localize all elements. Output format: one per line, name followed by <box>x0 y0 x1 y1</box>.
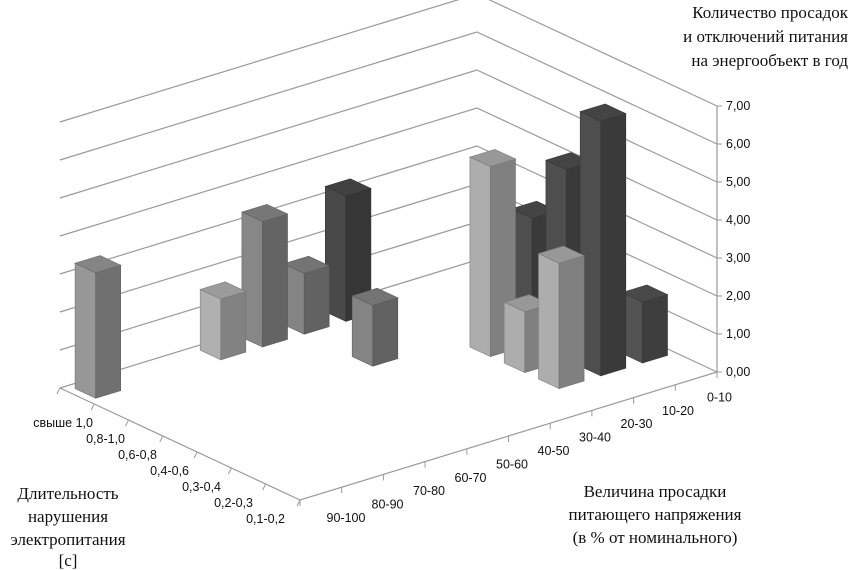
z-axis-title-line-1: Количество просадок <box>692 3 848 22</box>
gridline <box>59 31 718 161</box>
y-tick-label: свыше 1,0 <box>33 416 93 430</box>
bar-right-face <box>600 113 627 377</box>
y-tick-label: 0,4-0,6 <box>150 464 189 478</box>
bar-top-face <box>351 287 399 306</box>
bar <box>469 149 517 358</box>
bar-top-face <box>74 255 122 274</box>
bar <box>621 284 669 364</box>
y-axis-tick <box>193 451 198 459</box>
x-tick-label: 60-70 <box>455 471 487 485</box>
bar <box>199 281 247 361</box>
bar-top-face <box>621 284 669 303</box>
z-tick-label: 3,00 <box>726 251 750 265</box>
bar-right-face <box>642 294 668 364</box>
z-tick-label: 6,00 <box>726 137 750 151</box>
bar-top-face <box>241 204 289 222</box>
bar <box>537 245 585 390</box>
z-tick-label: 0,00 <box>726 365 750 379</box>
tick-labels: 0,00 1,00 2,00 3,00 4,00 5,00 6,00 7,00 0,1-0,2 0… <box>33 99 750 526</box>
y-axis-tick <box>227 467 232 475</box>
gridline <box>59 107 718 237</box>
z-tick-label: 2,00 <box>726 289 750 303</box>
x-axis-title-line-1: Величина просадки <box>584 482 727 501</box>
bar-top-face <box>324 178 372 197</box>
z-tick-label: 1,00 <box>726 327 750 341</box>
x-tick-label: 90-100 <box>327 511 366 525</box>
y-axis-tick <box>159 435 164 443</box>
bar <box>324 178 372 322</box>
x-tick-label: 0-10 <box>707 390 732 404</box>
bar-top-face <box>282 255 331 274</box>
axes <box>56 105 722 507</box>
bar-left-face <box>74 262 96 399</box>
y-axis-tick <box>90 403 95 411</box>
x-tick-label: 30-40 <box>579 431 611 445</box>
z-axis-title-line-3: на энергообъект в год <box>691 51 848 70</box>
y-tick-label: 0,8-1,0 <box>86 432 125 446</box>
z-tick-label: 7,00 <box>726 99 750 113</box>
gridline <box>59 69 718 199</box>
y-axis-title-line-2: нарушения <box>28 507 108 526</box>
bar-left-face <box>351 295 374 367</box>
bar <box>282 255 331 335</box>
bar-right-face <box>220 290 247 361</box>
bar-left-face <box>469 156 491 358</box>
y-axis-title-line-4: [c] <box>59 551 78 570</box>
bar <box>579 103 627 377</box>
y-axis-title-line-3: электропитания <box>10 530 125 549</box>
bar <box>74 255 122 399</box>
y-axis-tick <box>56 387 61 395</box>
gridline <box>59 145 718 275</box>
x-axis-title-line-2: питающего напряжения <box>569 505 742 524</box>
gridline <box>59 0 718 123</box>
y-axis-title-line-1: Длительность <box>17 484 118 503</box>
bar-right-face <box>372 297 399 367</box>
z-tick-label: 4,00 <box>726 213 750 227</box>
bar-left-face <box>538 253 560 390</box>
bar-left-face <box>503 301 526 374</box>
x-tick-label: 10-20 <box>662 404 694 418</box>
bar-right-face <box>262 213 288 348</box>
y-tick-label: 0,6-0,8 <box>118 448 157 462</box>
bar-right-face <box>303 265 330 335</box>
bar-top-face <box>579 103 627 122</box>
y-axis-tick <box>125 419 129 427</box>
z-tick-label: 5,00 <box>726 175 750 189</box>
x-tick-label: 20-30 <box>621 417 653 431</box>
bar-top-face <box>537 245 585 264</box>
x-tick-label: 50-60 <box>496 457 528 471</box>
bar <box>241 204 289 348</box>
z-axis-title-line-2: и отключений питания <box>683 27 848 46</box>
floor-axis-lines <box>59 371 718 501</box>
bar <box>351 287 399 367</box>
x-tick-label: 80-90 <box>372 498 404 512</box>
bar-top-face <box>469 149 517 167</box>
bar-right-face <box>558 255 585 390</box>
bar-right-face <box>95 264 121 399</box>
y-tick-label: 0,3-0,4 <box>182 480 221 494</box>
x-tick-label: 40-50 <box>538 444 570 458</box>
bars <box>74 103 669 399</box>
y-tick-label: 0,2-0,3 <box>214 496 253 510</box>
bar-left-face <box>199 288 222 361</box>
y-tick-label: 0,1-0,2 <box>246 512 285 526</box>
x-tick-label: 70-80 <box>413 484 445 498</box>
y-axis-tick <box>262 483 267 491</box>
x-axis-title-line-3: (в % от номинального) <box>573 528 738 547</box>
bar-top-face <box>199 281 247 300</box>
